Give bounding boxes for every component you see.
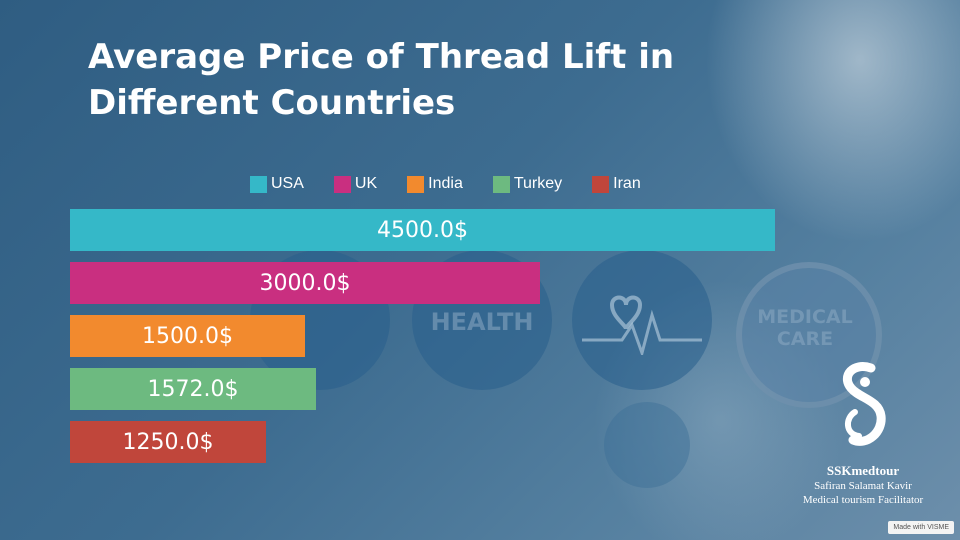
legend-item-turkey: Turkey (492, 175, 563, 193)
legend-item-iran: Iran (592, 175, 641, 193)
legend-label: UK (354, 175, 378, 192)
heartbeat-icon-circle (572, 250, 712, 390)
made-with-badge[interactable]: Made with VISME (888, 521, 954, 534)
bar-india: 1500.0$ (70, 315, 305, 357)
legend-swatch (333, 175, 351, 193)
logo-name: SSKmedtour (826, 463, 900, 478)
chart-legend: USA UK India Turkey Iran (250, 174, 671, 194)
bar-usa: 4500.0$ (70, 209, 775, 251)
bar-uk: 3000.0$ (70, 262, 540, 304)
sskmedtour-logo: SSKmedtour Safiran Salamat Kavir Medical… (788, 360, 938, 507)
bar-turkey: 1572.0$ (70, 368, 316, 410)
legend-item-india: India (407, 175, 463, 193)
legend-swatch (250, 175, 267, 193)
bar-value-label: 4500.0$ (377, 217, 468, 243)
legend-item-uk: UK (333, 175, 378, 193)
legend-label: Iran (613, 175, 641, 192)
logo-line1: Safiran Salamat Kavir (814, 480, 912, 492)
legend-item-usa: USA (250, 175, 304, 193)
bar-value-label: 1250.0$ (122, 429, 214, 455)
bar-value-label: 1572.0$ (147, 376, 239, 402)
bar-value-label: 1500.0$ (142, 323, 233, 349)
logo-line2: Medical tourism Facilitator (802, 494, 924, 506)
bar-iran: 1250.0$ (70, 421, 266, 463)
legend-swatch (492, 175, 510, 193)
legend-label: USA (271, 175, 304, 192)
medical-care-label: MEDICAL CARE (757, 306, 853, 350)
legend-label: Turkey (513, 175, 563, 192)
stethoscope-circle (736, 262, 882, 408)
water-drop-icon-circle (604, 402, 690, 488)
legend-swatch (592, 175, 610, 193)
logo-mark-icon (842, 362, 886, 446)
heartbeat-icon (582, 295, 702, 355)
health-label: HEALTH (430, 308, 534, 336)
legend-swatch (407, 175, 425, 193)
legend-label: India (428, 175, 463, 192)
chart-title: Average Price of Thread Lift in Differen… (88, 37, 675, 123)
bar-value-label: 3000.0$ (259, 270, 351, 296)
